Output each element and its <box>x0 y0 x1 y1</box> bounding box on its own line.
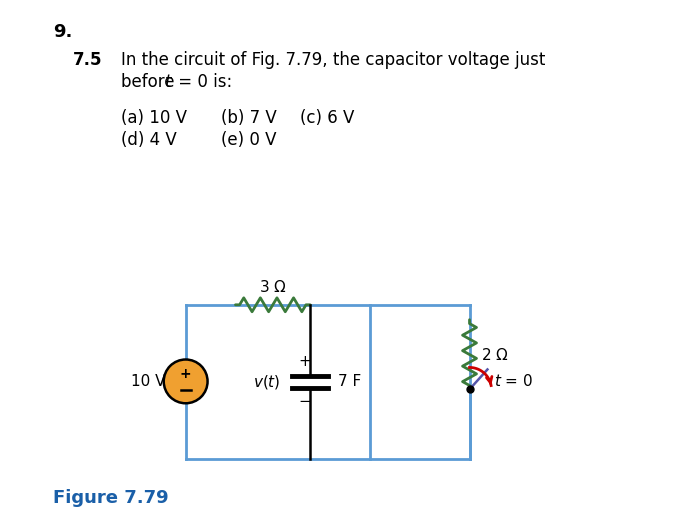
Text: = 0 is:: = 0 is: <box>173 73 232 91</box>
Text: +: + <box>299 355 312 369</box>
Text: (e) 0 V: (e) 0 V <box>220 131 276 149</box>
Text: t: t <box>164 73 172 91</box>
Text: In the circuit of Fig. 7.79, the capacitor voltage just: In the circuit of Fig. 7.79, the capacit… <box>121 51 545 69</box>
Circle shape <box>164 359 208 403</box>
Text: 7.5: 7.5 <box>73 51 103 69</box>
Text: $v(t)$: $v(t)$ <box>253 373 280 391</box>
Text: Figure 7.79: Figure 7.79 <box>53 489 169 507</box>
Text: $t$ = 0: $t$ = 0 <box>494 374 533 390</box>
Text: (d) 4 V: (d) 4 V <box>121 131 176 149</box>
Text: (b) 7 V: (b) 7 V <box>220 109 276 127</box>
Text: +: + <box>180 367 192 382</box>
Text: 7 F: 7 F <box>338 374 361 390</box>
Text: 9.: 9. <box>53 23 73 41</box>
Text: before: before <box>121 73 180 91</box>
Text: 3 $\Omega$: 3 $\Omega$ <box>259 279 286 295</box>
Text: −: − <box>299 394 312 409</box>
Text: 10 V: 10 V <box>131 374 165 389</box>
Text: (a) 10 V: (a) 10 V <box>121 109 187 127</box>
Text: 2 $\Omega$: 2 $\Omega$ <box>482 347 509 363</box>
Text: (c) 6 V: (c) 6 V <box>300 109 355 127</box>
